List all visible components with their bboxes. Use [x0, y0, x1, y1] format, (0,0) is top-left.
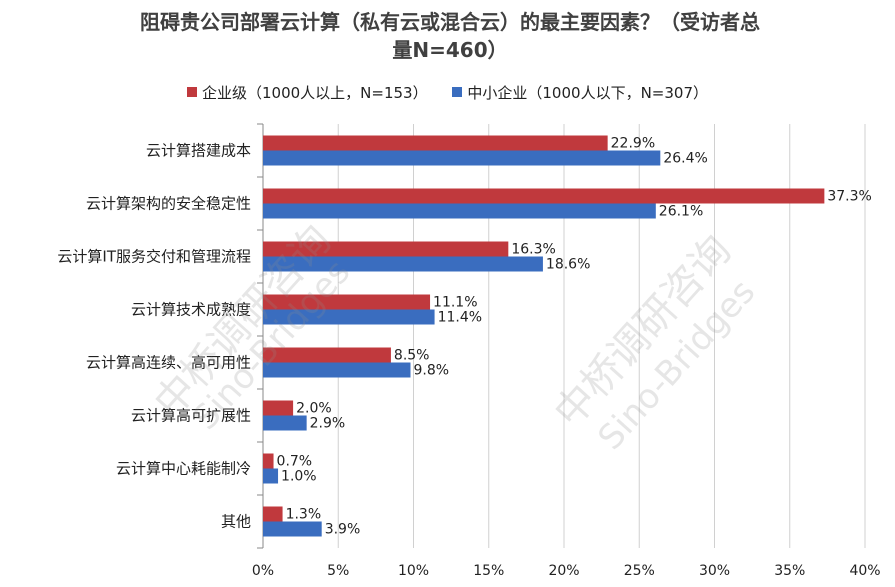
data-label-enterprise: 16.3% — [511, 242, 555, 258]
bar-enterprise — [263, 506, 283, 522]
bar-enterprise — [263, 294, 431, 310]
x-tick-label: 35% — [774, 563, 805, 579]
category-label: 云计算高连续、高可用性 — [86, 354, 251, 372]
category-label: 其他 — [221, 513, 251, 531]
bar-enterprise — [263, 241, 509, 257]
category-label: 云计算中心耗能制冷 — [116, 460, 251, 478]
chart-title-line-2: 量N=460） — [392, 38, 508, 62]
bar-enterprise — [263, 188, 825, 204]
legend-label-sme: 中小企业（1000人以下，N=307） — [467, 84, 708, 102]
category-label: 云计算架构的安全稳定性 — [86, 195, 251, 213]
chart-title-line-1: 阻碍贵公司部署云计算（私有云或混合云）的最主要因素？（受访者总 — [140, 10, 760, 34]
x-tick-label: 20% — [548, 563, 579, 579]
bar-sme — [263, 256, 543, 272]
legend-swatch-enterprise — [187, 86, 197, 97]
data-label-enterprise: 22.9% — [611, 136, 655, 152]
data-label-enterprise: 37.3% — [827, 189, 871, 205]
data-label-sme: 2.9% — [310, 416, 346, 432]
data-label-sme: 26.1% — [659, 204, 703, 220]
bar-enterprise — [263, 135, 608, 151]
bar-enterprise — [263, 400, 294, 416]
data-label-sme: 26.4% — [663, 151, 707, 167]
bar-sme — [263, 150, 661, 166]
x-tick-label: 25% — [624, 563, 655, 579]
x-tick-label: 15% — [473, 563, 504, 579]
data-label-sme: 1.0% — [281, 469, 317, 485]
legend-item-enterprise: 企业级（1000人以上，N=153） — [187, 82, 428, 103]
data-label-sme: 11.4% — [438, 310, 482, 326]
bar-sme — [263, 468, 279, 484]
data-label-enterprise: 2.0% — [296, 401, 332, 417]
data-label-enterprise: 8.5% — [394, 348, 430, 364]
x-tick-label: 40% — [849, 563, 880, 579]
bar-sme — [263, 309, 435, 325]
legend-swatch-sme — [452, 86, 463, 97]
category-label: 云计算技术成熟度 — [131, 301, 251, 319]
bar-sme — [263, 203, 656, 219]
bar-sme — [263, 362, 411, 378]
x-tick-label: 0% — [252, 563, 274, 579]
category-label: 云计算IT服务交付和管理流程 — [57, 248, 251, 266]
x-tick-label: 5% — [327, 563, 349, 579]
axis-layer — [257, 123, 264, 549]
x-tick-label: 10% — [398, 563, 429, 579]
data-label-sme: 9.8% — [413, 363, 449, 379]
legend-item-sme: 中小企业（1000人以下，N=307） — [452, 82, 708, 103]
label-layer: 0% 5% 10% 15% 20% 25% 30% 35% 40% 云计算搭建成本 22.9% 26.… — [57, 136, 880, 580]
chart-legend: 企业级（1000人以上，N=153） 中小企业（1000人以下，N=307） — [0, 82, 895, 103]
category-label: 云计算高可扩展性 — [131, 407, 251, 425]
data-label-enterprise: 0.7% — [277, 454, 313, 470]
data-label-enterprise: 11.1% — [433, 295, 477, 311]
bar-sme — [263, 521, 322, 537]
bar-sme — [263, 415, 307, 431]
data-label-sme: 18.6% — [546, 257, 590, 273]
grid-layer — [337, 124, 866, 548]
legend-label-enterprise: 企业级（1000人以上，N=153） — [202, 84, 428, 102]
bar-layer — [263, 135, 825, 537]
bar-enterprise — [263, 347, 391, 363]
data-label-sme: 3.9% — [325, 522, 361, 538]
data-label-enterprise: 1.3% — [286, 507, 322, 523]
category-label: 云计算搭建成本 — [146, 142, 251, 160]
x-tick-label: 30% — [699, 563, 730, 579]
chart-title: 阻碍贵公司部署云计算（私有云或混合云）的最主要因素？（受访者总 量N=460） — [70, 8, 830, 64]
bar-enterprise — [263, 453, 274, 469]
